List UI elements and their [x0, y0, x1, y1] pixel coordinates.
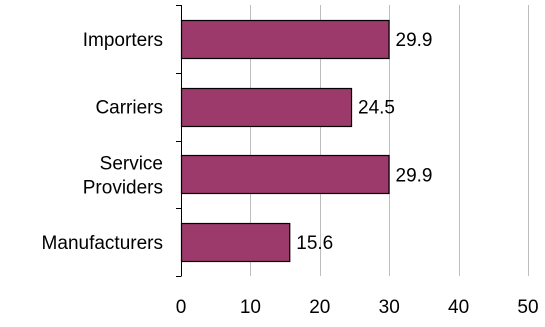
category-label-line: Manufacturers [42, 233, 163, 254]
category-label-line: Carriers [95, 98, 163, 119]
data-label-0: 29.9 [396, 30, 433, 51]
x-tick-label-40: 40 [448, 297, 469, 318]
labels: 29.9 24.5 29.9 15.6 Importers Carriers Service… [42, 30, 539, 318]
x-tick-label-30: 30 [379, 297, 400, 318]
data-label-2: 29.9 [396, 165, 433, 186]
bars [180, 19, 390, 263]
axes [176, 5, 182, 277]
category-label-line: Importers [83, 30, 163, 51]
x-tick-label-10: 10 [240, 297, 261, 318]
bar-1 [180, 87, 353, 128]
x-tick-label-20: 20 [309, 297, 330, 318]
category-label-line: Service [100, 153, 163, 174]
data-label-3: 15.6 [296, 233, 333, 254]
category-label-3: Manufacturers [42, 233, 163, 254]
bar-2 [180, 154, 390, 195]
bar-0 [180, 19, 390, 60]
x-tick-label-50: 50 [517, 297, 538, 318]
bar-3 [180, 222, 291, 263]
category-label-line: Providers [83, 177, 163, 198]
category-label-2: Service Providers [83, 153, 163, 198]
x-tick-label-0: 0 [176, 297, 187, 318]
category-label-0: Importers [83, 30, 163, 51]
data-label-1: 24.5 [358, 98, 395, 119]
category-label-1: Carriers [95, 98, 163, 119]
